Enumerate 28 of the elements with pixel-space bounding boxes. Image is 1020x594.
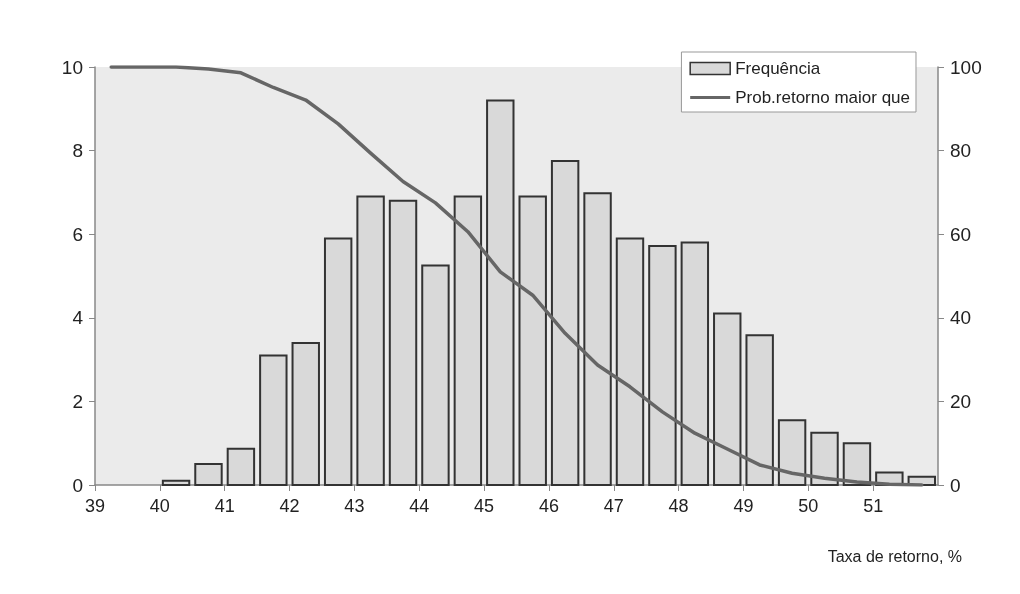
x-tick-label: 45 xyxy=(474,496,495,516)
y2-tick-label: 80 xyxy=(950,140,972,162)
x-tick-label: 49 xyxy=(733,496,754,516)
y2-tick-label: 100 xyxy=(950,56,982,78)
x-tick-label: 51 xyxy=(863,496,884,516)
y-tick-label: 4 xyxy=(72,307,84,329)
x-tick-label: 43 xyxy=(344,496,365,516)
x-tick-label: 47 xyxy=(603,496,624,516)
x-tick-label: 42 xyxy=(279,496,300,516)
legend-label: Prob.retorno maior que xyxy=(735,88,911,107)
y2-tick-label: 20 xyxy=(950,390,972,412)
y-tick-label: 0 xyxy=(72,474,83,496)
x-tick-label: 39 xyxy=(84,496,106,516)
x-tick-label: 40 xyxy=(149,496,170,516)
y-tick-label: 8 xyxy=(72,140,83,162)
y2-tick-label: 40 xyxy=(950,307,972,329)
x-tick-label: 50 xyxy=(798,496,819,516)
x-tick-label: 41 xyxy=(214,496,235,516)
y-tick-label: 10 xyxy=(61,56,83,78)
x-tick-label: 48 xyxy=(668,496,689,516)
x-tick-label: 44 xyxy=(409,496,430,516)
y-tick-label: 2 xyxy=(72,390,83,412)
legend-label: Frequência xyxy=(735,59,821,78)
y-tick-label: 6 xyxy=(72,223,83,245)
x-axis-title: Taxa de retorno, % xyxy=(827,547,962,565)
y2-tick-label: 60 xyxy=(950,223,972,245)
y2-tick-label: 0 xyxy=(950,474,961,496)
x-tick-label: 46 xyxy=(538,496,559,516)
